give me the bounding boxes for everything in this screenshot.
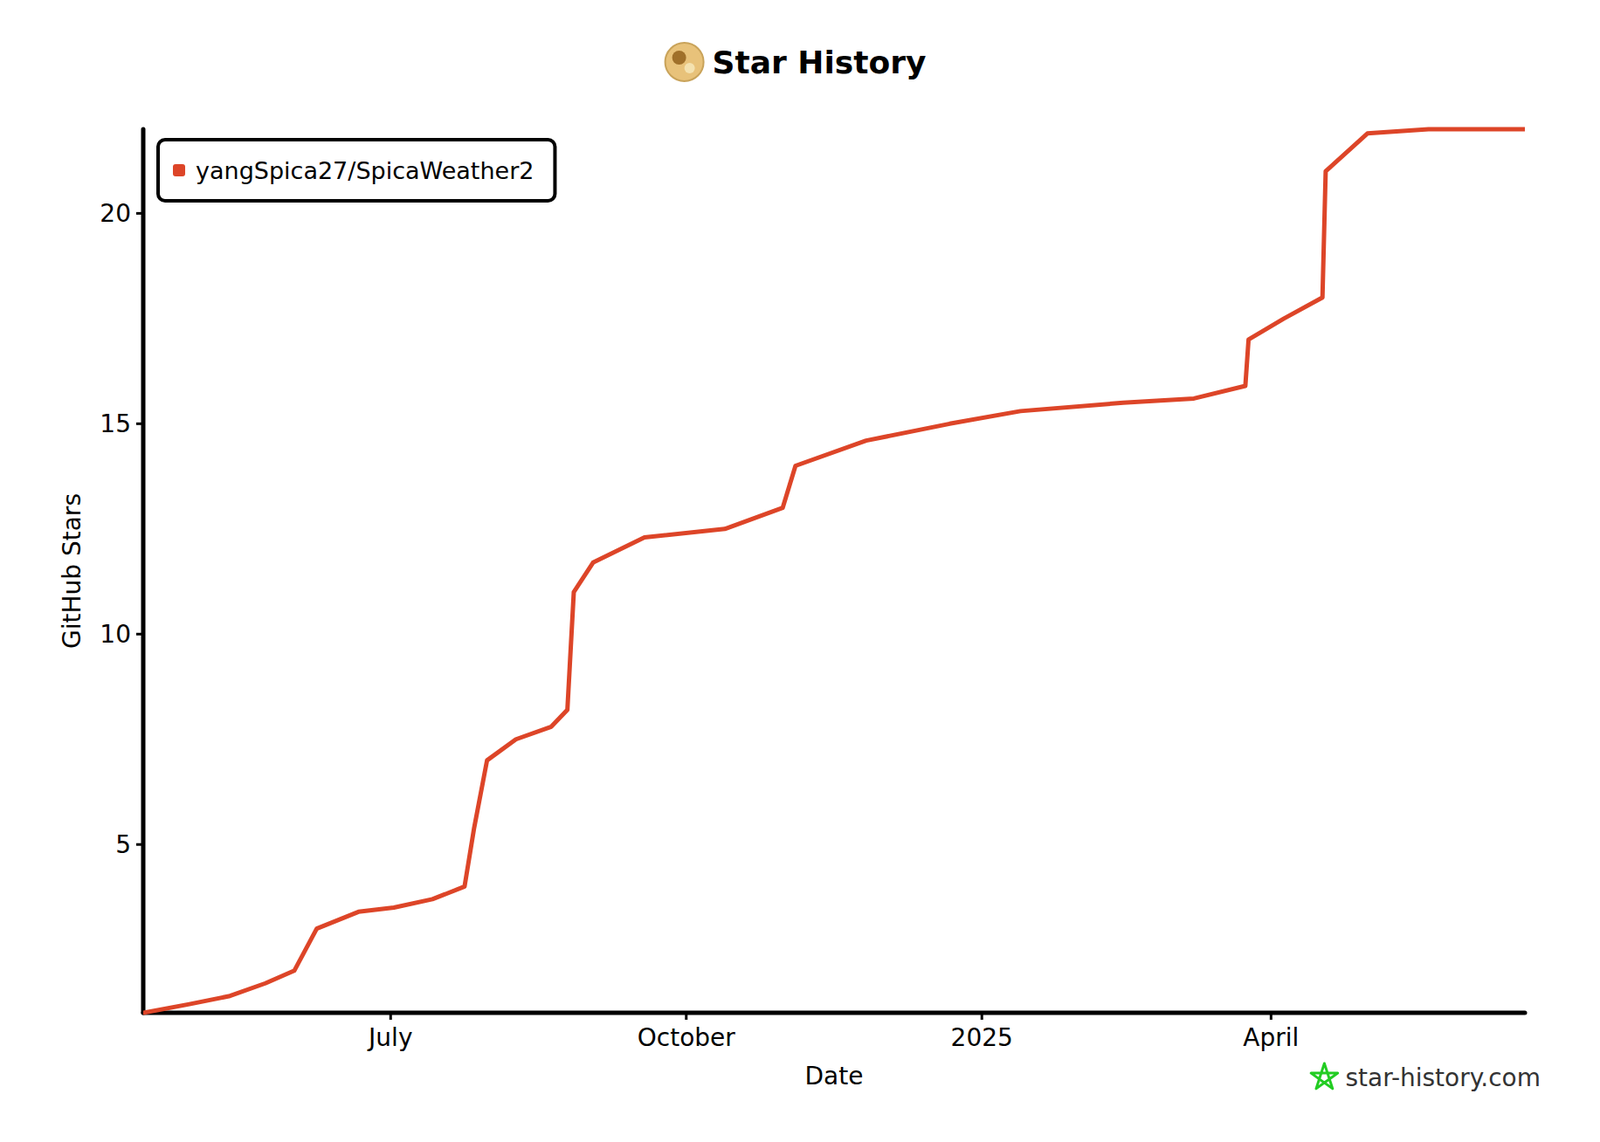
y-tick	[136, 633, 144, 636]
avatar-detail	[684, 62, 696, 74]
legend-swatch	[172, 164, 186, 177]
plot-area	[143, 129, 1525, 1014]
x-axis-title: Date	[805, 1062, 864, 1091]
y-tick-label: 5	[115, 830, 132, 860]
legend-box	[158, 139, 555, 201]
x-axis	[143, 1011, 1525, 1016]
series-line	[143, 129, 1525, 1014]
legend-label: yangSpica27/SpicaWeather2	[195, 157, 534, 185]
y-tick-label: 20	[99, 199, 132, 228]
chart: Star History 5 10 15 20 July October 2025 April D…	[0, 0, 1600, 1142]
avatar-circle	[665, 42, 704, 82]
x-tick	[1269, 1013, 1273, 1021]
y-axis-title: GitHub Stars	[57, 493, 87, 649]
x-tick-label: April	[1242, 1023, 1299, 1053]
avatar	[665, 42, 704, 82]
x-tick-label: July	[366, 1023, 413, 1053]
legend: yangSpica27/SpicaWeather2	[158, 139, 555, 201]
avatar-detail	[672, 50, 687, 65]
y-tick	[136, 422, 144, 426]
y-axis	[141, 129, 146, 1014]
y-tick-label: 15	[99, 409, 132, 439]
watermark: star-history.com	[1344, 1063, 1541, 1093]
x-tick	[389, 1013, 393, 1021]
x-tick-label: October	[637, 1023, 737, 1053]
x-tick	[684, 1013, 688, 1021]
watermark-icon	[1310, 1063, 1338, 1090]
title: Star History	[712, 44, 927, 81]
background	[0, 0, 1600, 1142]
y-tick	[136, 212, 144, 215]
y-tick-label: 10	[99, 620, 132, 649]
x-tick-label: 2025	[951, 1023, 1014, 1053]
x-tick	[980, 1013, 984, 1021]
y-tick	[136, 843, 144, 847]
